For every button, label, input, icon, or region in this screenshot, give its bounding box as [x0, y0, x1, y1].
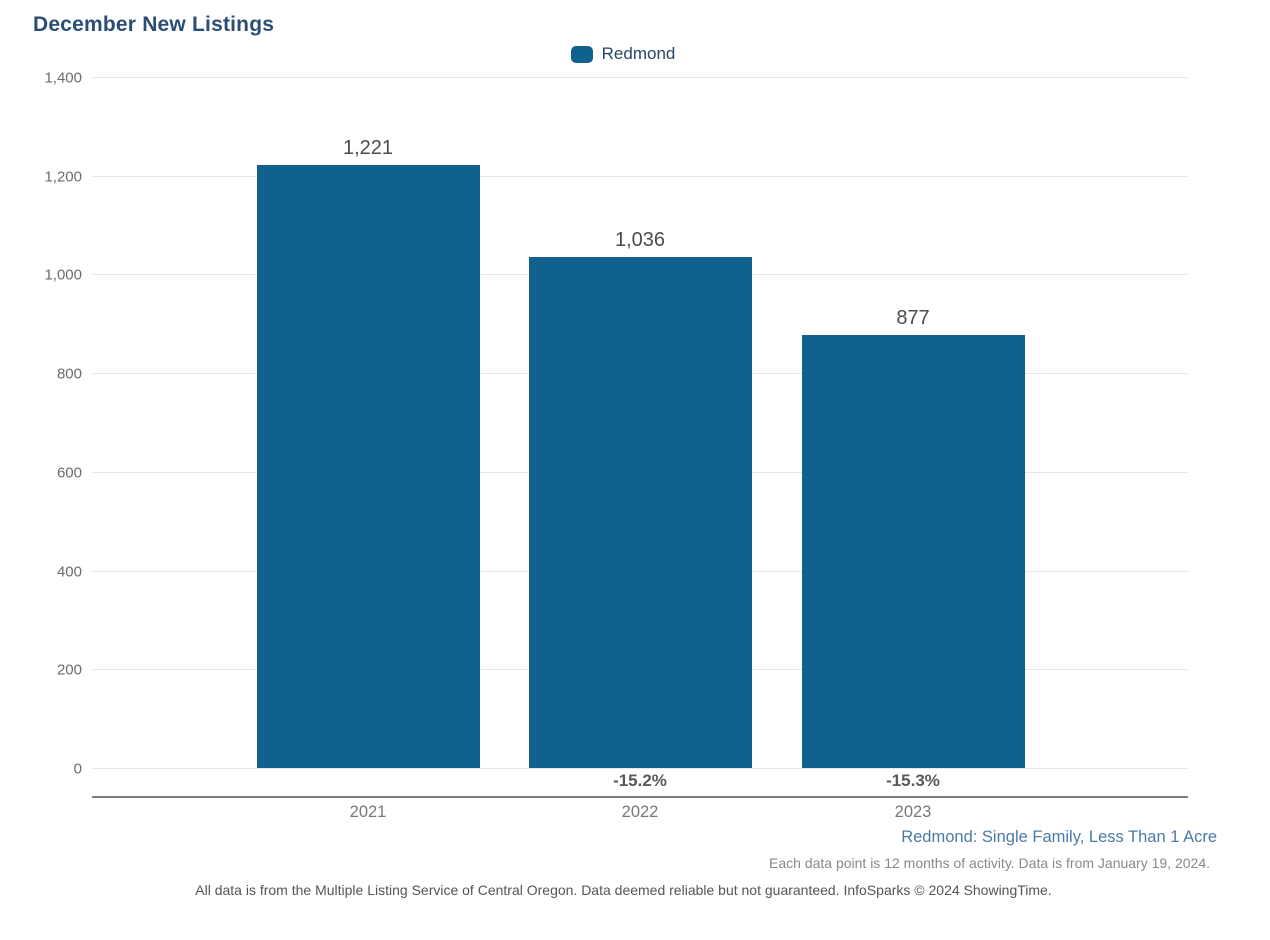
pct-change-label: -15.2%: [613, 771, 667, 790]
gridline-y-0: [92, 768, 1188, 769]
y-axis-tick-label: 1,000: [44, 266, 82, 284]
gridline-y-1,200: [92, 175, 1188, 177]
chart-title: December New Listings: [33, 13, 275, 36]
footer-context-line: Redmond: Single Family, Less Than 1 Acre: [901, 828, 1217, 846]
footer-note-line: Each data point is 12 months of activity…: [769, 855, 1210, 871]
bar-2021[interactable]: [256, 165, 480, 768]
legend-swatch-redmond-icon: [570, 45, 593, 63]
y-axis-tick-label: 600: [56, 464, 82, 482]
pct-change-label: -15.3%: [886, 771, 940, 790]
x-axis-line: [92, 796, 1188, 798]
y-axis-tick-label: 0: [73, 760, 82, 778]
legend-label-redmond: Redmond: [601, 44, 676, 63]
y-axis-tick-label: 1,200: [44, 168, 82, 186]
bar-value-label: 1,221: [342, 137, 394, 160]
y-axis-tick-label: 400: [56, 563, 82, 581]
bar-2022[interactable]: [528, 256, 752, 768]
x-axis-tick-label: 2021: [349, 803, 387, 821]
bar-value-label: 877: [896, 307, 930, 330]
y-axis-tick-label: 800: [56, 365, 82, 383]
bar-value-label: 1,036: [614, 228, 666, 251]
y-axis-tick-label: 200: [56, 661, 82, 679]
bar-2023[interactable]: [801, 335, 1025, 768]
y-axis-tick-label: 1,400: [44, 69, 82, 87]
gridline-y-1,400: [92, 77, 1188, 78]
x-axis-tick-label: 2023: [894, 803, 932, 821]
legend[interactable]: Redmond: [0, 44, 1246, 64]
footer-disclaimer-line: All data is from the Multiple Listing Se…: [195, 882, 1052, 898]
x-axis-tick-label: 2022: [621, 803, 659, 821]
